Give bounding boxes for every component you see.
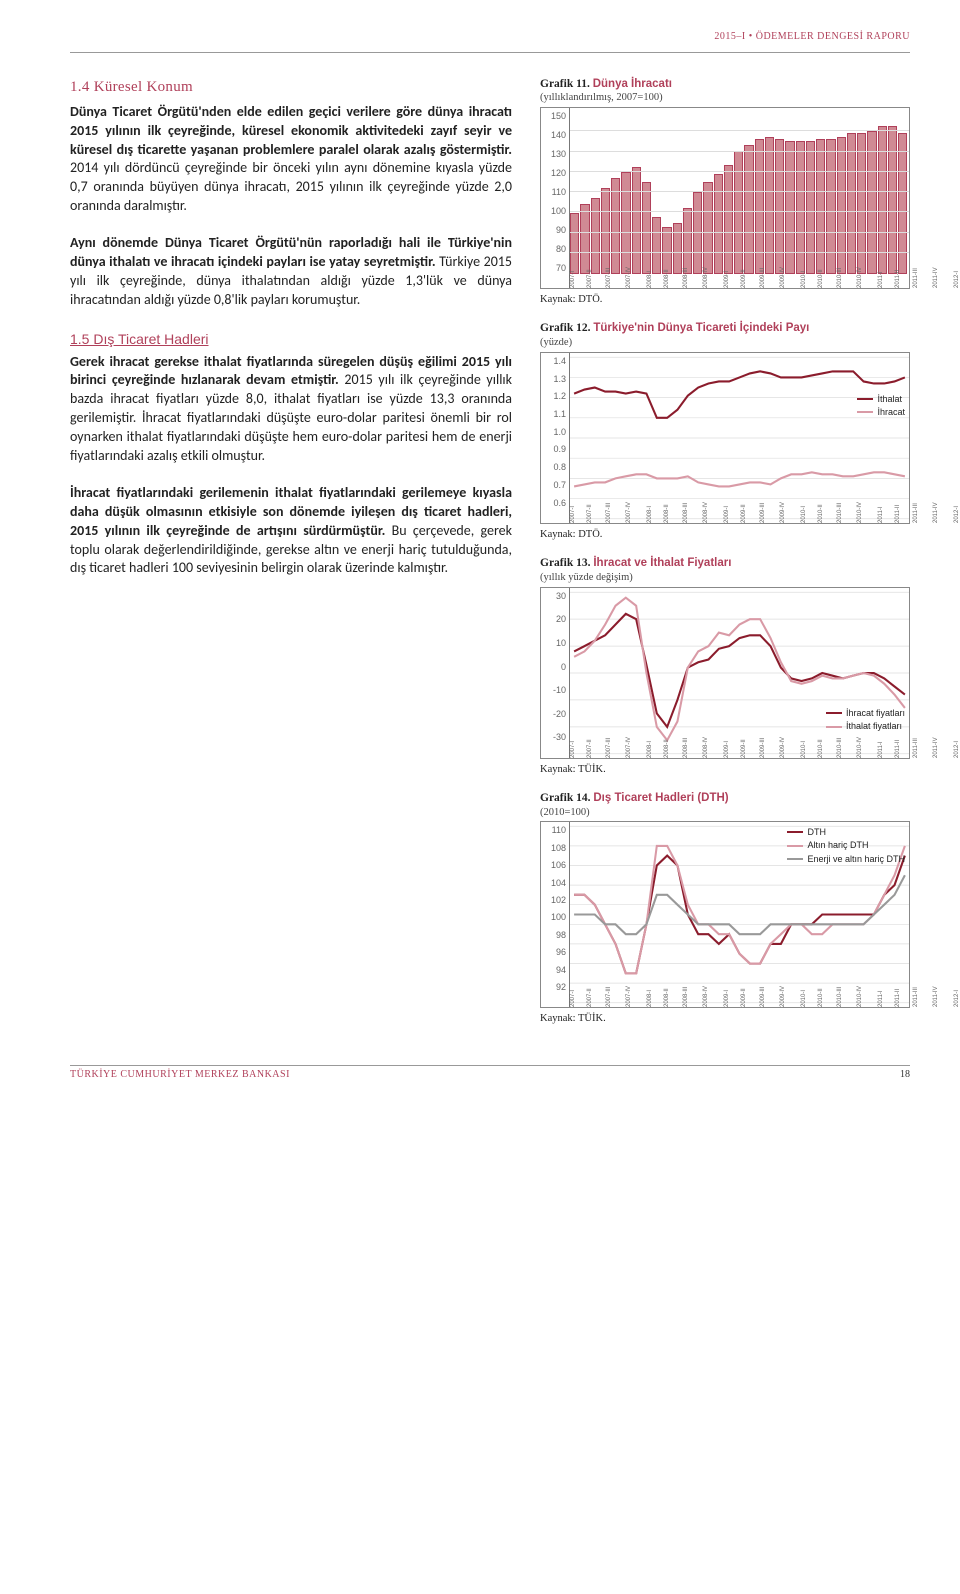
chart-12-title: Grafik 12. Türkiye'nin Dünya Ticareti İç… [540,321,910,350]
page-header: 2015–I • ÖDEMELER DENGESİ RAPORU [70,30,910,44]
p1-rest: 2014 yılı dördüncü çeyreğinde bir önceki… [70,159,512,214]
section-1-4-title: 1.4 Küresel Konum [70,77,512,97]
section-1-4-p2: Aynı dönemde Dünya Ticaret Örgütü'nün ra… [70,234,512,310]
chart-13-title: Grafik 13. İhracat ve İthalat Fiyatları … [540,556,910,585]
chart-14-source: Kaynak: TÜİK. [540,1012,910,1026]
chart-14-legend: DTHAltın hariç DTHEnerji ve altın hariç … [787,826,905,865]
chart-12-xaxis: 2007-I2007-II2007-III2007-IV2008-I2008-I… [569,495,909,527]
chart-11-area: 150140130120110100908070 2007-I2007-II20… [540,107,910,289]
p1-bold: Dünya Ticaret Örgütü'nden elde edilen ge… [70,103,512,158]
chart-11-label: Grafik 11. [540,78,590,90]
chart-13-sub: (yıllık yüzde değişim) [540,571,910,585]
section-1-5-p1: Gerek ihracat gerekse ithalat fiyatların… [70,353,512,466]
chart-14-title: Grafik 14. Dış Ticaret Hadleri (DTH) (20… [540,791,910,820]
chart-12-yaxis: 1.41.31.21.11.00.90.80.70.6 [541,353,569,523]
footer-left: TÜRKİYE CUMHURİYET MERKEZ BANKASI [70,1068,290,1082]
chart-13-yaxis: 3020100-10-20-30 [541,588,569,758]
chart-11-source: Kaynak: DTÖ. [540,293,910,307]
chart-13-area: 3020100-10-20-30 İhracat fiyatlarıİthala… [540,587,910,759]
chart-14-sub: (2010=100) [540,806,910,820]
chart-13-label: Grafik 13. [540,557,590,569]
section-1-5-p2: İhracat fiyatlarındaki gerilemenin ithal… [70,484,512,578]
chart-12-sub: (yüzde) [540,336,910,350]
page-footer: TÜRKİYE CUMHURİYET MERKEZ BANKASI 18 [70,1065,910,1082]
chart-14-main: Dış Ticaret Hadleri (DTH) [593,792,728,804]
section-1-4-p1: Dünya Ticaret Örgütü'nden elde edilen ge… [70,103,512,216]
chart-14-area: 11010810610410210098969492 DTHAltın hari… [540,821,910,1008]
chart-11-main: Dünya İhracatı [593,78,672,90]
chart-13-xaxis: 2007-I2007-II2007-III2007-IV2008-I2008-I… [569,730,909,762]
chart-14-xaxis: 2007-I2007-II2007-III2007-IV2008-I2008-I… [569,979,909,1011]
chart-12-label: Grafik 12. [540,322,590,334]
header-rule [70,52,910,53]
left-column: 1.4 Küresel Konum Dünya Ticaret Örgütü'n… [70,77,512,1041]
footer-page: 18 [900,1068,910,1082]
chart-12-main: Türkiye'nin Dünya Ticareti İçindeki Payı [593,322,809,334]
chart-11-sub: (yıllıklandırılmış, 2007=100) [540,91,910,105]
chart-12-legend: İthalatİhracat [857,393,905,419]
chart-12: Grafik 12. Türkiye'nin Dünya Ticareti İç… [540,321,910,542]
chart-14: Grafik 14. Dış Ticaret Hadleri (DTH) (20… [540,791,910,1027]
chart-12-source: Kaynak: DTÖ. [540,528,910,542]
chart-11-yaxis: 150140130120110100908070 [541,108,569,288]
chart-11-xaxis: 2007-I2007-II2007-III2007-IV2008-I2008-I… [569,260,909,292]
chart-14-yaxis: 11010810610410210098969492 [541,822,569,1007]
chart-14-label: Grafik 14. [540,792,590,804]
right-column: Grafik 11. Dünya İhracatı (yıllıklandırı… [540,77,910,1041]
chart-12-area: 1.41.31.21.11.00.90.80.70.6 İthalatİhrac… [540,352,910,524]
chart-13-source: Kaynak: TÜİK. [540,763,910,777]
chart-13: Grafik 13. İhracat ve İthalat Fiyatları … [540,556,910,777]
chart-11: Grafik 11. Dünya İhracatı (yıllıklandırı… [540,77,910,308]
chart-11-title: Grafik 11. Dünya İhracatı (yıllıklandırı… [540,77,910,106]
chart-13-main: İhracat ve İthalat Fiyatları [593,557,731,569]
section-1-5-title: 1.5 Dış Ticaret Hadleri [70,330,512,349]
